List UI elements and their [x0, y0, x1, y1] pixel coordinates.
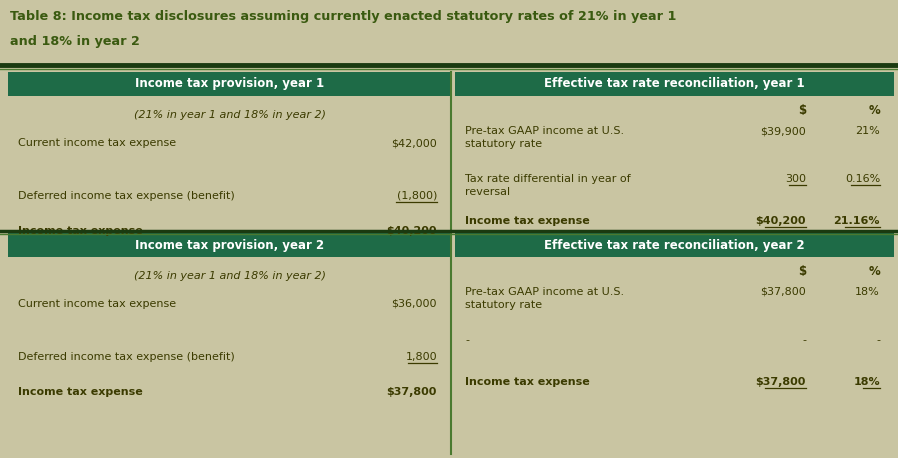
- Text: $: $: [798, 265, 806, 278]
- Text: $40,200: $40,200: [755, 216, 806, 226]
- Text: %: %: [868, 104, 880, 117]
- Text: Effective tax rate reconciliation, year 2: Effective tax rate reconciliation, year …: [544, 239, 805, 251]
- Text: Income tax expense: Income tax expense: [465, 216, 590, 226]
- Bar: [8, 257, 451, 454]
- Bar: [455, 96, 894, 228]
- Text: 0.16%: 0.16%: [845, 174, 880, 184]
- Bar: [0, 0, 898, 68]
- Text: -: -: [876, 335, 880, 345]
- Text: Income tax expense: Income tax expense: [18, 387, 143, 397]
- Text: (21% in year 1 and 18% in year 2): (21% in year 1 and 18% in year 2): [134, 110, 325, 120]
- Bar: [455, 257, 894, 454]
- Text: and 18% in year 2: and 18% in year 2: [10, 35, 140, 48]
- Text: Table 8: Income tax disclosures assuming currently enacted statutory rates of 21: Table 8: Income tax disclosures assuming…: [10, 10, 676, 23]
- Text: Pre-tax GAAP income at U.S.
statutory rate: Pre-tax GAAP income at U.S. statutory ra…: [465, 287, 624, 310]
- Text: 1,800: 1,800: [405, 352, 437, 362]
- Text: $37,800: $37,800: [755, 377, 806, 387]
- Text: -: -: [465, 335, 469, 345]
- Text: Current income tax expense: Current income tax expense: [18, 138, 176, 148]
- Text: $: $: [798, 104, 806, 117]
- Text: $37,800: $37,800: [387, 387, 437, 397]
- Text: Pre-tax GAAP income at U.S.
statutory rate: Pre-tax GAAP income at U.S. statutory ra…: [465, 126, 624, 149]
- Text: Deferred income tax expense (benefit): Deferred income tax expense (benefit): [18, 352, 234, 362]
- Text: Income tax provision, year 1: Income tax provision, year 1: [135, 77, 324, 91]
- Bar: [8, 233, 451, 257]
- Bar: [8, 96, 451, 228]
- Text: 18%: 18%: [853, 377, 880, 387]
- Bar: [455, 233, 894, 257]
- Text: $40,200: $40,200: [386, 226, 437, 236]
- Text: Deferred income tax expense (benefit): Deferred income tax expense (benefit): [18, 191, 234, 201]
- Text: 18%: 18%: [855, 287, 880, 297]
- Text: Income tax expense: Income tax expense: [18, 226, 143, 236]
- Text: $39,900: $39,900: [761, 126, 806, 136]
- Bar: [8, 72, 451, 96]
- Text: $37,800: $37,800: [761, 287, 806, 297]
- Text: 21%: 21%: [855, 126, 880, 136]
- Text: 21.16%: 21.16%: [833, 216, 880, 226]
- Text: Income tax expense: Income tax expense: [465, 377, 590, 387]
- Text: Effective tax rate reconciliation, year 1: Effective tax rate reconciliation, year …: [544, 77, 805, 91]
- Text: Current income tax expense: Current income tax expense: [18, 299, 176, 309]
- Text: 300: 300: [785, 174, 806, 184]
- Text: (21% in year 1 and 18% in year 2): (21% in year 1 and 18% in year 2): [134, 271, 325, 281]
- Text: $42,000: $42,000: [392, 138, 437, 148]
- Text: Income tax provision, year 2: Income tax provision, year 2: [135, 239, 324, 251]
- Text: Tax rate differential in year of
reversal: Tax rate differential in year of reversa…: [465, 174, 630, 197]
- Bar: [455, 72, 894, 96]
- Text: %: %: [868, 265, 880, 278]
- Text: -: -: [802, 335, 806, 345]
- Text: $36,000: $36,000: [392, 299, 437, 309]
- Text: (1,800): (1,800): [397, 191, 437, 201]
